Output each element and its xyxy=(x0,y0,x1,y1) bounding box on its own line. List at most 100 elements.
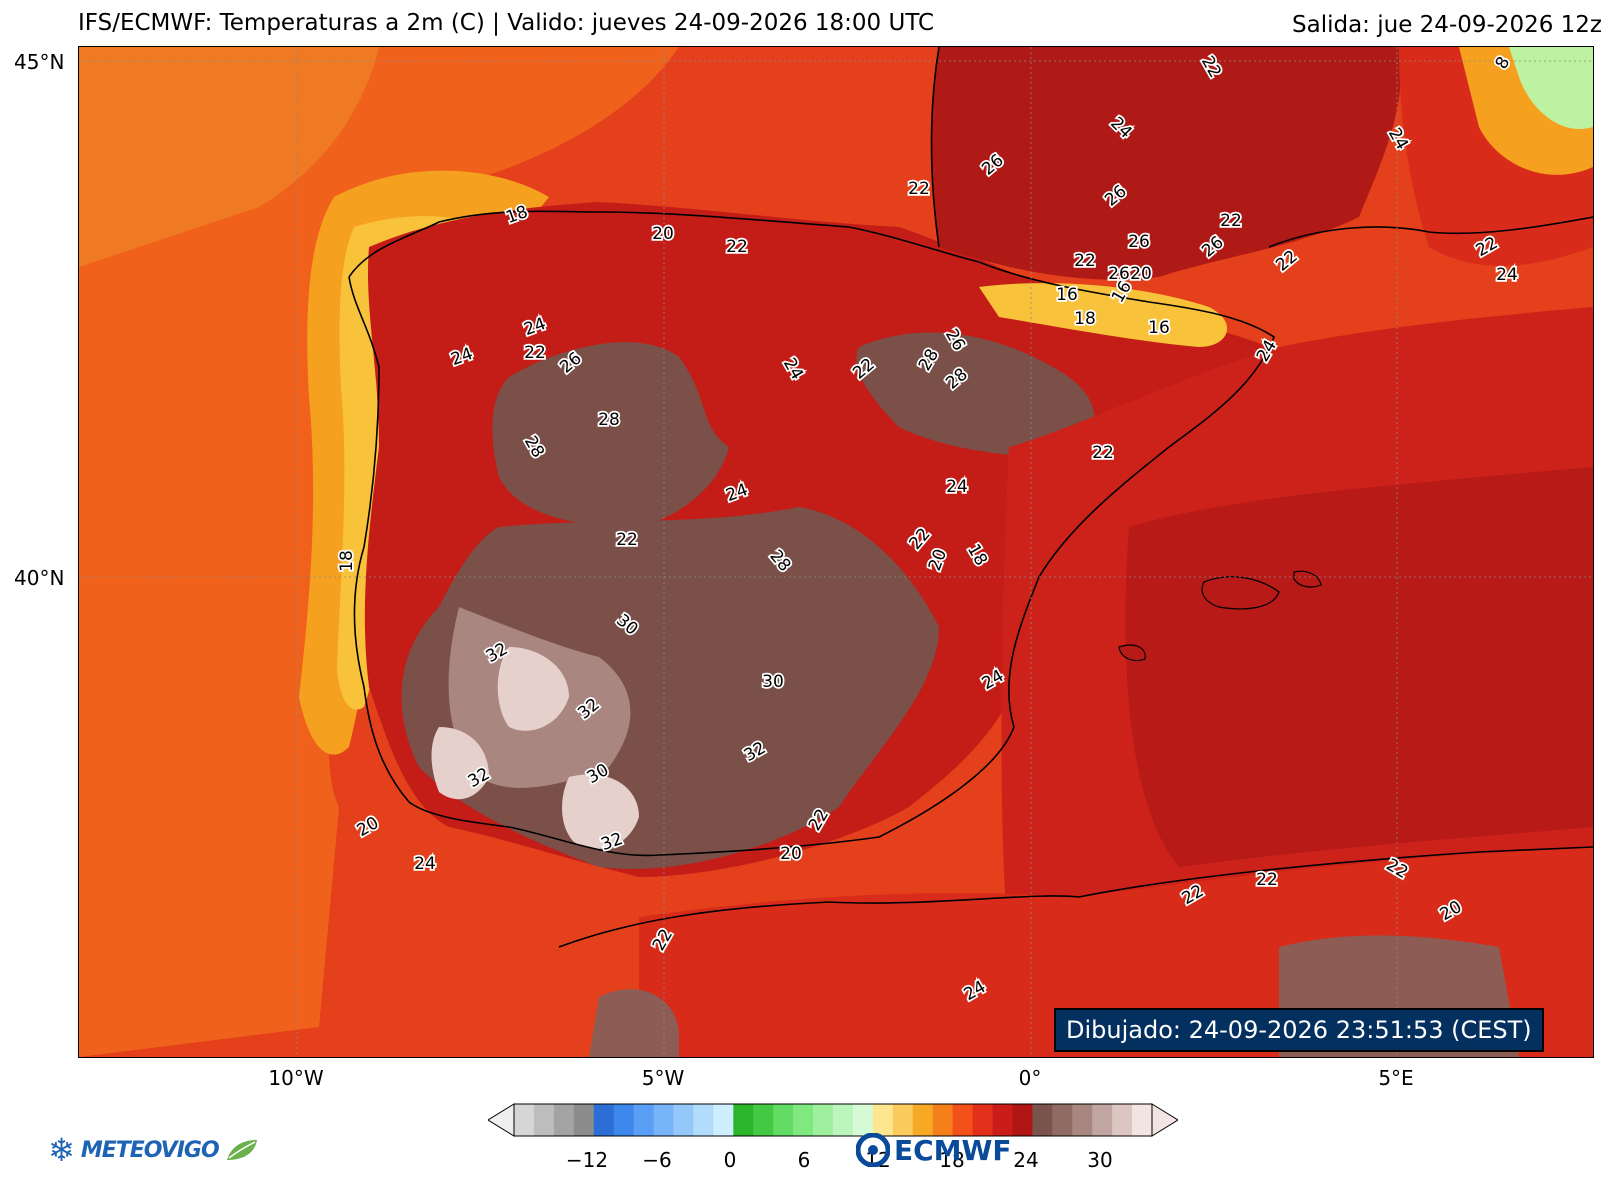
contour-label: 24 xyxy=(414,854,436,874)
colorbar-tick: 24 xyxy=(1013,1148,1039,1172)
alps-green xyxy=(1509,47,1593,129)
colorbar-swatch xyxy=(892,1104,914,1136)
lon-label-5e: 5°E xyxy=(1378,1066,1414,1090)
contour-label: 24 xyxy=(1496,265,1518,285)
colorbar-tick: 18 xyxy=(939,1148,965,1172)
colorbar-swatch xyxy=(633,1104,655,1136)
ebro-valley-hot xyxy=(856,332,1095,457)
menorca-outline xyxy=(1293,570,1322,588)
hotspot-3 xyxy=(431,727,489,800)
colorbar-swatch xyxy=(673,1104,694,1136)
colorbar-swatch xyxy=(713,1104,734,1136)
colorbar-swatch xyxy=(852,1104,874,1136)
snowflake-icon: ❄ xyxy=(48,1131,75,1169)
contour-label: 24 xyxy=(946,477,968,497)
map-title: IFS/ECMWF: Temperaturas a 2m (C) | Valid… xyxy=(78,10,935,36)
colorbar-swatch xyxy=(1132,1104,1153,1136)
colorbar-swatch xyxy=(553,1104,575,1136)
contour-label: 22 xyxy=(1092,443,1114,463)
contour-label: 18 xyxy=(337,550,357,572)
contour-label: 16 xyxy=(1148,318,1170,338)
colorbar xyxy=(488,1103,1178,1137)
colorbar-swatch xyxy=(1112,1104,1133,1136)
contour-label: 22 xyxy=(1220,211,1242,231)
contour-label: 22 xyxy=(726,237,748,257)
morocco-hot xyxy=(589,989,679,1057)
atlantic-field xyxy=(79,47,679,1057)
northern-meseta-hot xyxy=(492,342,729,527)
colorbar-swatch xyxy=(813,1104,834,1136)
colorbar-swatch xyxy=(912,1104,934,1136)
france-west-coastline xyxy=(930,47,940,248)
temperature-map: 18 20 22 22 18 24 24 22 26 28 28 26 24 22 26 28 28 26 24 22… xyxy=(78,46,1594,1058)
contour-label: 30 xyxy=(762,672,784,692)
contour-label: 18 xyxy=(1074,309,1096,329)
pyrenees-band xyxy=(979,283,1228,347)
contour-label: 22 xyxy=(524,343,546,363)
meteovigo-logo: ❄ METEOVIGO xyxy=(48,1130,259,1170)
colorbar-swatch xyxy=(1072,1104,1093,1136)
colorbar-swatch xyxy=(972,1104,993,1136)
colorbar-swatch xyxy=(613,1104,635,1136)
colorbar-swatch xyxy=(733,1104,754,1136)
ecmwf-emblem-icon xyxy=(856,1133,890,1167)
contour-label: 22 xyxy=(908,179,930,199)
contour-label: 20 xyxy=(1130,264,1152,284)
colorbar-swatch xyxy=(533,1104,555,1136)
colorbar-swatch xyxy=(833,1104,854,1136)
colorbar-extend-low xyxy=(488,1103,515,1137)
contour-label: 26 xyxy=(1108,264,1130,284)
meteovigo-wordmark: METEOVIGO xyxy=(80,1137,220,1163)
colorbar-swatch xyxy=(514,1104,535,1136)
colorbar-swatch xyxy=(1012,1104,1033,1136)
contour-label: 16 xyxy=(1056,285,1078,305)
contour-label: 22 xyxy=(616,530,638,550)
ecmwf-wordmark: ECMWF xyxy=(894,1133,1012,1167)
lon-label-10w: 10°W xyxy=(268,1066,324,1090)
contour-label: 26 xyxy=(1128,232,1150,252)
colorbar-swatch xyxy=(1092,1104,1113,1136)
atlantic-field-north xyxy=(79,47,379,267)
lat-label-40n: 40°N xyxy=(14,566,65,590)
colorbar-swatch xyxy=(932,1104,954,1136)
hotspot-1 xyxy=(497,647,569,731)
colorbar-swatch xyxy=(1032,1104,1053,1136)
model-run-label: Salida: jue 24-09-2026 12z xyxy=(1292,12,1602,38)
iberia-coastline xyxy=(348,210,1275,857)
lat-label-45n: 45°N xyxy=(14,50,65,74)
ecmwf-logo: ECMWF xyxy=(856,1132,1012,1168)
colorbar-swatch xyxy=(773,1104,794,1136)
colorbar-border xyxy=(513,1103,1153,1137)
colorbar-tick: 30 xyxy=(1087,1148,1113,1172)
colorbar-swatch xyxy=(653,1104,674,1136)
leaf-icon xyxy=(226,1140,257,1160)
colorbar-swatch xyxy=(872,1104,894,1136)
colorbar-tick: −6 xyxy=(642,1148,672,1172)
colorbar-extend-high xyxy=(1151,1103,1178,1137)
mediterranean-warm xyxy=(1125,467,1593,867)
colorbar-swatch xyxy=(573,1104,595,1136)
lon-label-5w: 5°W xyxy=(641,1066,685,1090)
contour-label: 22 xyxy=(1256,870,1278,890)
france-land xyxy=(931,47,1401,280)
lon-label-0: 0° xyxy=(1018,1066,1042,1090)
colorbar-swatch xyxy=(1052,1104,1073,1136)
colorbar-swatch xyxy=(693,1104,714,1136)
colorbar-swatch xyxy=(593,1104,615,1136)
ibiza-outline xyxy=(1118,644,1146,662)
contour-label: 20 xyxy=(652,224,674,244)
colorbar-tick: −12 xyxy=(565,1148,609,1172)
colorbar-tick: 6 xyxy=(797,1148,811,1172)
contour-label: 22 xyxy=(1074,251,1096,271)
contour-label: 20 xyxy=(780,844,802,864)
colorbar-swatch xyxy=(952,1104,974,1136)
north-africa-coastline xyxy=(558,846,1593,948)
colorbar-swatch xyxy=(753,1104,774,1136)
hotspot-2 xyxy=(562,774,639,849)
drawn-timestamp: Dibujado: 24-09-2026 23:51:53 (CEST) xyxy=(1054,1008,1544,1052)
colorbar-swatch xyxy=(793,1104,814,1136)
contour-label: 28 xyxy=(598,410,620,430)
colorbar-tick: 0 xyxy=(723,1148,737,1172)
colorbar-swatch xyxy=(992,1104,1013,1136)
